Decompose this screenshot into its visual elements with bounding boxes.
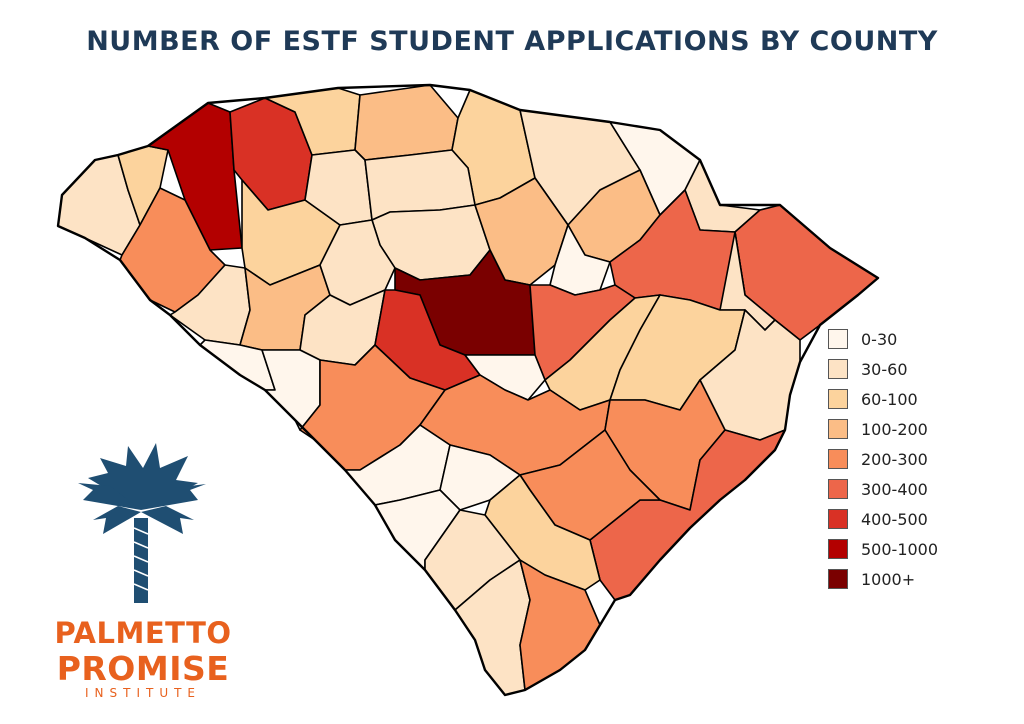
logo-line-1: PALMETTO — [54, 616, 232, 650]
legend-label: 300-400 — [861, 479, 928, 499]
legend: 0-30 30-60 60-100 100-200 200-300 300-400 400-… — [828, 324, 938, 594]
legend-swatch — [828, 539, 848, 559]
legend-swatch — [828, 509, 848, 529]
state-outline — [56, 83, 880, 697]
legend-swatch — [828, 329, 848, 349]
logo-line-2: PROMISE — [56, 649, 230, 688]
legend-swatch — [828, 389, 848, 409]
legend-swatch — [828, 449, 848, 469]
map-title: NUMBER OF ESTF STUDENT APPLICATIONS BY C… — [86, 26, 938, 57]
legend-label: 500-1000 — [861, 539, 939, 559]
legend-label: 1000+ — [861, 569, 916, 589]
palmetto-tree-icon — [78, 443, 206, 603]
legend-item: 0-30 — [828, 324, 938, 354]
legend-label: 200-300 — [861, 449, 928, 469]
legend-swatch — [828, 569, 848, 589]
legend-item: 200-300 — [828, 444, 938, 474]
legend-label: 400-500 — [861, 509, 928, 529]
county-york — [354, 84, 459, 161]
legend-item: 1000+ — [828, 564, 938, 594]
legend-label: 60-100 — [861, 389, 918, 409]
palmetto-promise-logo: PALMETTO PROMISE INSTITUTE — [48, 438, 238, 700]
legend-item: 400-500 — [828, 504, 938, 534]
legend-item: 30-60 — [828, 354, 938, 384]
legend-swatch — [828, 479, 848, 499]
legend-item: 60-100 — [828, 384, 938, 414]
legend-label: 100-200 — [861, 419, 928, 439]
legend-item: 500-1000 — [828, 534, 938, 564]
legend-label: 30-60 — [861, 359, 908, 379]
legend-item: 300-400 — [828, 474, 938, 504]
legend-swatch — [828, 359, 848, 379]
logo-line-3: INSTITUTE — [84, 686, 202, 700]
legend-item: 100-200 — [828, 414, 938, 444]
legend-swatch — [828, 419, 848, 439]
legend-label: 0-30 — [861, 329, 898, 349]
